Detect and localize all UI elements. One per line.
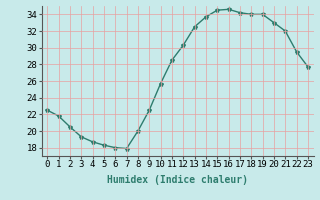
X-axis label: Humidex (Indice chaleur): Humidex (Indice chaleur) <box>107 175 248 185</box>
